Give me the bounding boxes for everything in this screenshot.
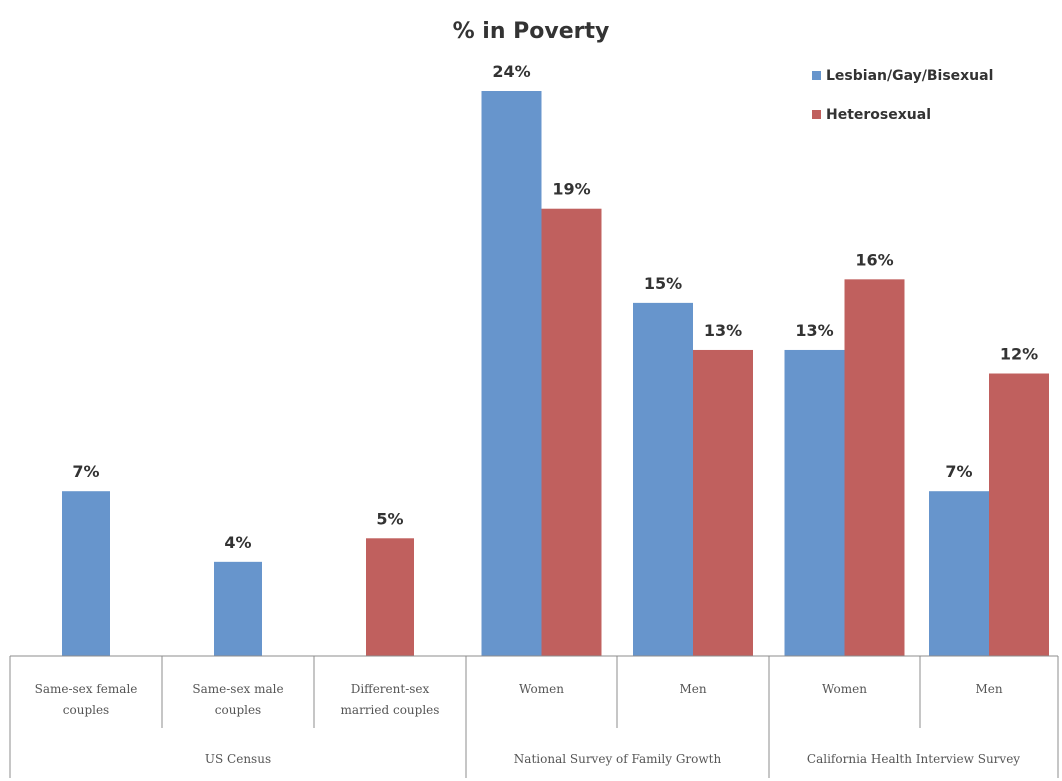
bar-national-survey-of-family-growth-men-lesbian-gay-bisexual	[633, 302, 693, 656]
bar-california-health-interview-survey-men-lesbian-gay-bisexual	[929, 491, 989, 656]
category-label: Same-sex female	[35, 682, 138, 696]
bar-california-health-interview-survey-men-heterosexual	[989, 373, 1049, 656]
chart-title: % in Poverty	[453, 19, 610, 44]
bars	[62, 91, 1049, 657]
category-label: Women	[519, 682, 564, 696]
bar-us-census-same-sex-male-couples-lesbian-gay-bisexual	[214, 561, 262, 656]
bar-national-survey-of-family-growth-women-heterosexual	[541, 208, 602, 657]
value-label: 19%	[552, 180, 590, 199]
value-label: 7%	[945, 462, 972, 481]
value-label: 15%	[644, 274, 682, 293]
legend-label-lgb: Lesbian/Gay/Bisexual	[826, 68, 993, 84]
category-label: Women	[822, 682, 867, 696]
category-label: Men	[975, 682, 1002, 696]
bar-national-survey-of-family-growth-men-heterosexual	[693, 349, 753, 656]
group-label-us-census: US Census	[205, 752, 271, 766]
value-label: 12%	[1000, 345, 1038, 364]
legend-swatch-heterosexual	[812, 110, 821, 119]
group-labels: US Census National Survey of Family Growt…	[205, 752, 1020, 766]
group-label-california-health-interview-survey: California Health Interview Survey	[807, 752, 1020, 766]
bar-us-census-different-sex-married-couples-heterosexual	[366, 538, 414, 656]
category-label: married couples	[341, 703, 440, 717]
value-label: 7%	[72, 462, 99, 481]
category-label: couples	[63, 703, 109, 717]
value-label: 4%	[224, 533, 251, 552]
bar-california-health-interview-survey-women-lesbian-gay-bisexual	[784, 349, 845, 656]
category-labels: Same-sex female couples Same-sex male coupl…	[35, 682, 1003, 717]
bar-us-census-same-sex-female-couples-lesbian-gay-bisexual	[62, 491, 110, 656]
category-label: Same-sex male	[192, 682, 283, 696]
value-labels: 7% 4% 5% 24% 19% 15% 13% 13% 16% 7% 12%	[72, 62, 1038, 552]
group-label-national-survey-of-family-growth: National Survey of Family Growth	[514, 752, 722, 766]
category-label: Men	[679, 682, 706, 696]
category-axis	[9, 655, 1059, 778]
legend-label-heterosexual: Heterosexual	[826, 107, 931, 123]
legend: Lesbian/Gay/Bisexual Heterosexual	[812, 68, 993, 123]
legend-swatch-lgb	[812, 71, 821, 80]
bar-california-health-interview-survey-women-heterosexual	[844, 279, 905, 656]
value-label: 16%	[855, 250, 893, 269]
category-label: Different-sex	[351, 682, 430, 696]
bar-national-survey-of-family-growth-women-lesbian-gay-bisexual	[481, 91, 542, 656]
value-label: 13%	[704, 321, 742, 340]
value-label: 13%	[795, 321, 833, 340]
category-label: couples	[215, 703, 261, 717]
value-label: 24%	[492, 62, 530, 81]
value-label: 5%	[376, 509, 403, 528]
